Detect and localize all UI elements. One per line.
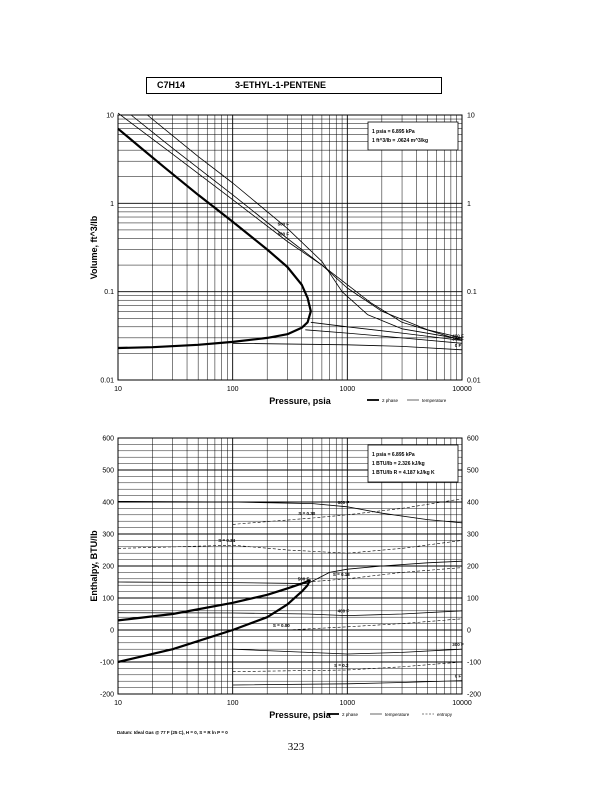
chart1-y-tick-label-left: 0.1	[104, 289, 114, 296]
chart2-y-tick-label-left: 300	[102, 532, 114, 539]
chart1-conversion-box	[367, 121, 459, 151]
chart1-isotherm	[147, 114, 463, 340]
chart2-entropy-label: S = 0.18	[333, 572, 350, 577]
chart1-isotherm-label: 0 F	[455, 343, 462, 348]
chart1-x-tick-label: 10000	[452, 386, 472, 393]
chart2-entropy-line	[117, 540, 463, 554]
chart2-y-tick-label-right: -200	[467, 692, 481, 699]
chart2-y-tick-label-right: 600	[467, 436, 479, 443]
chart2-y-tick-label-left: 200	[102, 564, 114, 571]
chart2-y-tick-label-right: 200	[467, 564, 479, 571]
chart2-legend-label: temperature	[385, 712, 410, 717]
chart2-y-tick-label-left: 400	[102, 500, 114, 507]
chart-title-box: C7H14 3-ETHYL-1-PENTENE	[146, 77, 442, 94]
chart1-isotherm-label: 600 F	[278, 231, 290, 236]
chart2-y-tick-label-right: 300	[467, 532, 479, 539]
chart1-x-axis-label: Pressure, psia	[269, 396, 332, 406]
chart2-entropy-label: S = 0.00	[273, 623, 290, 628]
chart1-y-tick-label-right: 0.1	[467, 289, 477, 296]
chart2-plot-frame	[117, 437, 463, 695]
chart2-y-tick-label-right: -100	[467, 660, 481, 667]
page-number: 323	[287, 741, 305, 753]
chart2-isotherm-label: 300 F	[452, 642, 464, 647]
chart1-isotherm-label: 500 F	[278, 221, 290, 226]
chart2-y-axis-label: Enthalpy, BTU/lb	[89, 530, 99, 602]
chart2-entropy-line	[232, 618, 463, 631]
chart2-entropy-label: S = 0.2	[334, 663, 349, 668]
chart1-x-tick-label: 10	[114, 386, 122, 393]
chart2-x-axis-label: Pressure, psia	[269, 710, 332, 720]
chart1-y-tick-label-left: 10	[106, 113, 114, 120]
chart1-isotherm	[130, 114, 463, 339]
chart2-y-tick-label-right: 100	[467, 596, 479, 603]
chart2-entropy-line	[232, 661, 463, 672]
chart2-entropy-line	[307, 567, 463, 583]
chart1-isotherm	[310, 321, 463, 341]
chart1-y-tick-label-left: 0.01	[100, 378, 114, 385]
chart2-conversion-text: 1 BTU/lb R = 4.187 kJ/kg K	[372, 470, 435, 476]
chart2-isotherm	[117, 560, 463, 584]
chart2-y-tick-label-left: 500	[102, 468, 114, 475]
chart2-y-tick-label-right: 500	[467, 468, 479, 475]
chart2-x-tick-label: 10000	[452, 700, 472, 707]
chart2-isotherm-label: 600 F	[338, 500, 350, 505]
chart2-entropy-line	[232, 498, 463, 525]
chart2-x-tick-label: 1000	[340, 700, 356, 707]
chart2-y-tick-label-left: -200	[100, 692, 114, 699]
chart2-isotherm-label: 500 F	[298, 577, 310, 582]
chart1-isotherm-label: 400 F	[452, 334, 464, 339]
chart1-isotherm	[305, 329, 463, 344]
chart1-x-tick-label: 100	[227, 386, 239, 393]
chart2-isotherm-label: 0 F	[455, 674, 462, 679]
chart2-legend-label: 2 phase	[342, 712, 359, 717]
chart2-y-tick-label-left: -100	[100, 660, 114, 667]
chart2-x-tick-label: 100	[227, 700, 239, 707]
chart1-y-axis-label: Volume, ft^3/lb	[89, 215, 99, 279]
chart1-two-phase-envelope	[117, 127, 312, 350]
chart1-y-tick-label-right: 10	[467, 113, 475, 120]
chart1-isotherm-label: 300 F	[452, 336, 464, 341]
chart2-isotherm	[117, 610, 463, 616]
chart2-y-tick-label-right: 0	[467, 628, 471, 635]
chart2-x-tick-label: 10	[114, 700, 122, 707]
chart2-two-phase-envelope	[117, 579, 311, 664]
chart2-y-tick-label-left: 100	[102, 596, 114, 603]
chart2-isotherm-label: 400 F	[338, 609, 350, 614]
chart2-y-tick-label-left: 0	[110, 628, 114, 635]
chart2-legend-label: entropy	[437, 712, 453, 717]
chart1-isotherm	[232, 342, 463, 351]
chart1-conversion-text: 1 ft^3/lb = .0624 m^3/kg	[372, 138, 428, 144]
chart1-legend-label: temperature	[422, 398, 447, 403]
chart2-isotherm	[232, 680, 463, 686]
chart1-plot-frame	[117, 114, 463, 381]
chart1-y-tick-label-left: 1	[110, 201, 114, 208]
chart2-entropy-label: S = 0.24	[218, 538, 235, 543]
chart2-entropy-label: S = 0.30	[298, 511, 315, 516]
chart2-y-tick-label-right: 400	[467, 500, 479, 507]
chart2-y-tick-label-left: 600	[102, 436, 114, 443]
chart1-y-tick-label-right: 0.01	[467, 378, 481, 385]
chart2-isotherm	[232, 648, 463, 655]
chemical-formula: C7H14	[157, 80, 186, 90]
chart2-conversion-box	[367, 444, 459, 483]
chart1-legend-label: 2 phase	[382, 398, 399, 403]
chart2-conversion-text: 1 BTU/lb = 2.326 kJ/kg	[372, 461, 425, 467]
chart2-conversion-text: 1 psia = 6.895 kPa	[372, 452, 415, 458]
chart1-x-tick-label: 1000	[340, 386, 356, 393]
chart2-footnote: Datum: Ideal Gas @ 77 F (25 C), H = 0, S…	[117, 730, 228, 735]
chart2-isotherm	[117, 500, 463, 524]
chart1-y-tick-label-right: 1	[467, 201, 471, 208]
compound-name: 3-ETHYL-1-PENTENE	[235, 80, 327, 90]
chart1-conversion-text: 1 psia = 6.895 kPa	[372, 129, 415, 135]
